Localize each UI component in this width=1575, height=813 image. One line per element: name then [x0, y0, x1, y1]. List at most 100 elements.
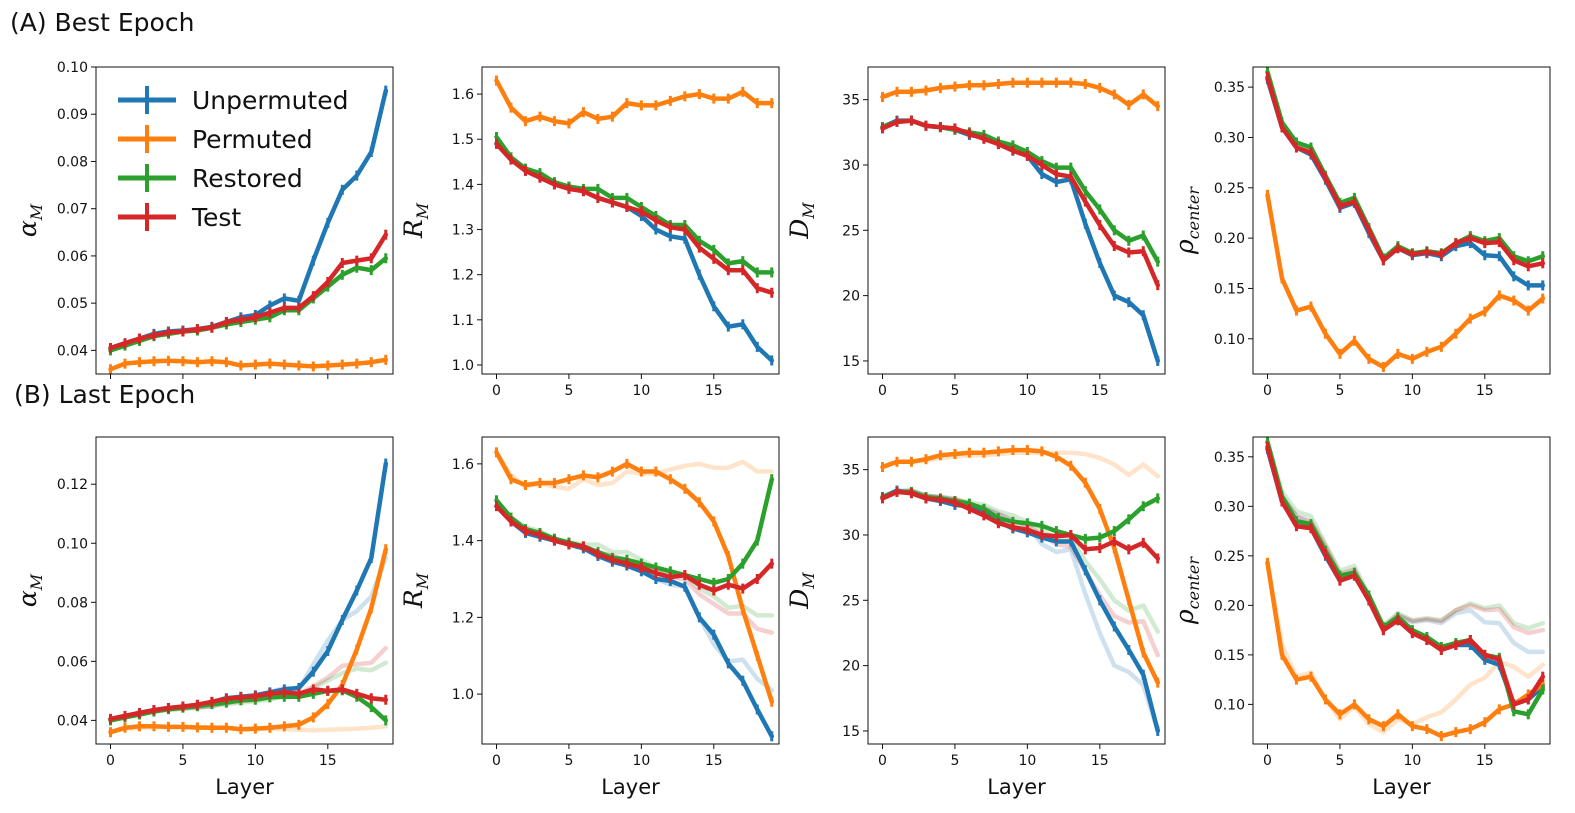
x-tick-label: 15: [319, 753, 337, 769]
series-line-permuted: [108, 546, 389, 735]
faded-line-permuted: [880, 450, 1161, 479]
x-tick-label: 15: [705, 753, 723, 769]
x-tick-label: 10: [632, 753, 650, 769]
panel-b-rho-frame: [1252, 436, 1551, 745]
y-tick-label: 25: [842, 593, 860, 609]
y-tick-label: 1.4: [452, 177, 474, 193]
panel-b-dimension-plot-area: [880, 445, 1161, 736]
y-tick-label: 1.0: [452, 687, 474, 703]
series-line-permuted: [494, 78, 775, 126]
x-tick-label: 5: [1335, 753, 1344, 769]
y-tick-label: 0.30: [1214, 499, 1245, 515]
y-tick-label: 0.10: [1214, 697, 1245, 713]
y-tick-label: 25: [842, 223, 860, 239]
y-tick-label: 0.06: [57, 654, 88, 670]
panel-b-dimension-frame: [867, 436, 1166, 745]
panel-b-radius-plot-area: [494, 447, 775, 742]
y-tick-label: 35: [842, 93, 860, 109]
panel-b-radius: 1.0 1.2 1.4 1.6 0 5 10 15 Layer RM: [399, 436, 780, 799]
x-axis-label: Layer: [601, 775, 660, 799]
panel-a-dimension: 15 20 25 30 35 0 5 10 15 DM: [785, 66, 1166, 399]
x-tick-label: 5: [950, 753, 959, 769]
panel-b-rho-plot-area: [1265, 437, 1546, 742]
x-tick-label: 0: [492, 753, 501, 769]
x-tick-label: 10: [1403, 383, 1421, 399]
y-tick-label: 1.0: [452, 358, 474, 374]
y-tick-label: 15: [842, 724, 860, 740]
series-line-restored: [880, 118, 1161, 264]
y-tick-label: 0.10: [1214, 332, 1245, 348]
y-tick-label: 0.10: [57, 536, 88, 552]
legend-label-test: Test: [191, 203, 241, 232]
y-tick-label: 20: [842, 659, 860, 675]
x-tick-label: 15: [1476, 753, 1494, 769]
panel-a-radius: 1.0 1.1 1.2 1.3 1.4 1.5 1.6 0 5 10 15 RM: [399, 66, 780, 399]
panel-a-radius-plot-area: [494, 75, 775, 366]
y-tick-label: 0.15: [1214, 281, 1245, 297]
y-tick-label: 0.35: [1214, 450, 1245, 466]
x-tick-label: 15: [1091, 383, 1109, 399]
panel-b-dimension: 15 20 25 30 35 0 5 10 15 Layer DM: [785, 436, 1166, 799]
x-tick-label: 5: [1335, 383, 1344, 399]
y-tick-label: 30: [842, 528, 860, 544]
panel-b-alpha-frame: [95, 436, 394, 745]
y-tick-label: 1.1: [452, 313, 474, 329]
y-tick-label: 0.06: [57, 249, 88, 265]
x-tick-label: 0: [878, 383, 887, 399]
series-line-permuted: [1265, 560, 1546, 739]
y-tick-label: 1.3: [452, 223, 474, 239]
panel-a-radius-frame: [481, 66, 780, 375]
y-tick-label: 1.2: [452, 610, 474, 626]
y-axis-label: DM: [785, 572, 818, 610]
x-tick-label: 0: [492, 383, 501, 399]
y-tick-label: 20: [842, 289, 860, 305]
series-line-test: [1265, 444, 1546, 707]
y-tick-label: 0.25: [1214, 549, 1245, 565]
section-title-last-epoch: (B) Last Epoch: [14, 380, 196, 409]
y-tick-label: 0.04: [57, 713, 88, 729]
panel-a-rho: 0.10 0.15 0.20 0.25 0.30 0.35 0 5 10 15 ρcenter: [1170, 66, 1551, 399]
y-axis-label: ρcenter: [1170, 186, 1203, 255]
series-line-test: [494, 503, 775, 593]
legend: Unpermuted Permuted Restored Test: [118, 86, 348, 232]
x-tick-label: 10: [1018, 383, 1036, 399]
x-tick-label: 0: [1263, 753, 1272, 769]
x-axis-label: Layer: [1372, 775, 1431, 799]
series-line-test: [494, 141, 775, 295]
y-tick-label: 15: [842, 354, 860, 370]
x-tick-label: 15: [1091, 753, 1109, 769]
y-tick-label: 1.6: [452, 87, 474, 103]
y-axis-label: DM: [785, 202, 818, 240]
panel-a-rho-frame: [1252, 66, 1551, 375]
y-tick-label: 1.6: [452, 457, 474, 473]
series-line-restored: [1265, 69, 1546, 264]
series-line-unpermuted: [494, 503, 775, 739]
series-line-restored: [494, 134, 775, 275]
panel-a-alpha-plot-area: [108, 85, 389, 374]
series-line-test: [880, 489, 1161, 561]
x-axis-label: Layer: [215, 775, 274, 799]
y-axis-label: αM: [13, 573, 46, 607]
y-tick-label: 0.20: [1214, 598, 1245, 614]
panel-a-alpha: 0.04 0.05 0.06 0.07 0.08 0.09 0.10 αM Unpermuted…: [13, 60, 394, 379]
y-tick-label: 0.08: [57, 595, 88, 611]
series-line-test: [880, 118, 1161, 288]
legend-label-unpermuted: Unpermuted: [192, 86, 348, 115]
y-axis-label: ρcenter: [1170, 556, 1203, 625]
y-tick-label: 0.04: [57, 343, 88, 359]
y-tick-label: 0.15: [1214, 648, 1245, 664]
x-tick-label: 10: [246, 753, 264, 769]
y-tick-label: 0.09: [57, 107, 88, 123]
y-axis-label: RM: [399, 202, 432, 239]
series-line-permuted: [1265, 192, 1546, 370]
panel-a-dimension-plot-area: [880, 77, 1161, 366]
panel-b-alpha: 0.04 0.06 0.08 0.10 0.12 0 5 10 15 Layer αM: [13, 436, 394, 799]
x-tick-label: 5: [950, 383, 959, 399]
x-tick-label: 5: [564, 383, 573, 399]
x-tick-label: 10: [632, 383, 650, 399]
panel-a-alpha-frame: [95, 66, 394, 375]
x-tick-label: 5: [178, 753, 187, 769]
x-tick-label: 0: [878, 753, 887, 769]
y-tick-label: 35: [842, 463, 860, 479]
x-tick-label: 5: [564, 753, 573, 769]
